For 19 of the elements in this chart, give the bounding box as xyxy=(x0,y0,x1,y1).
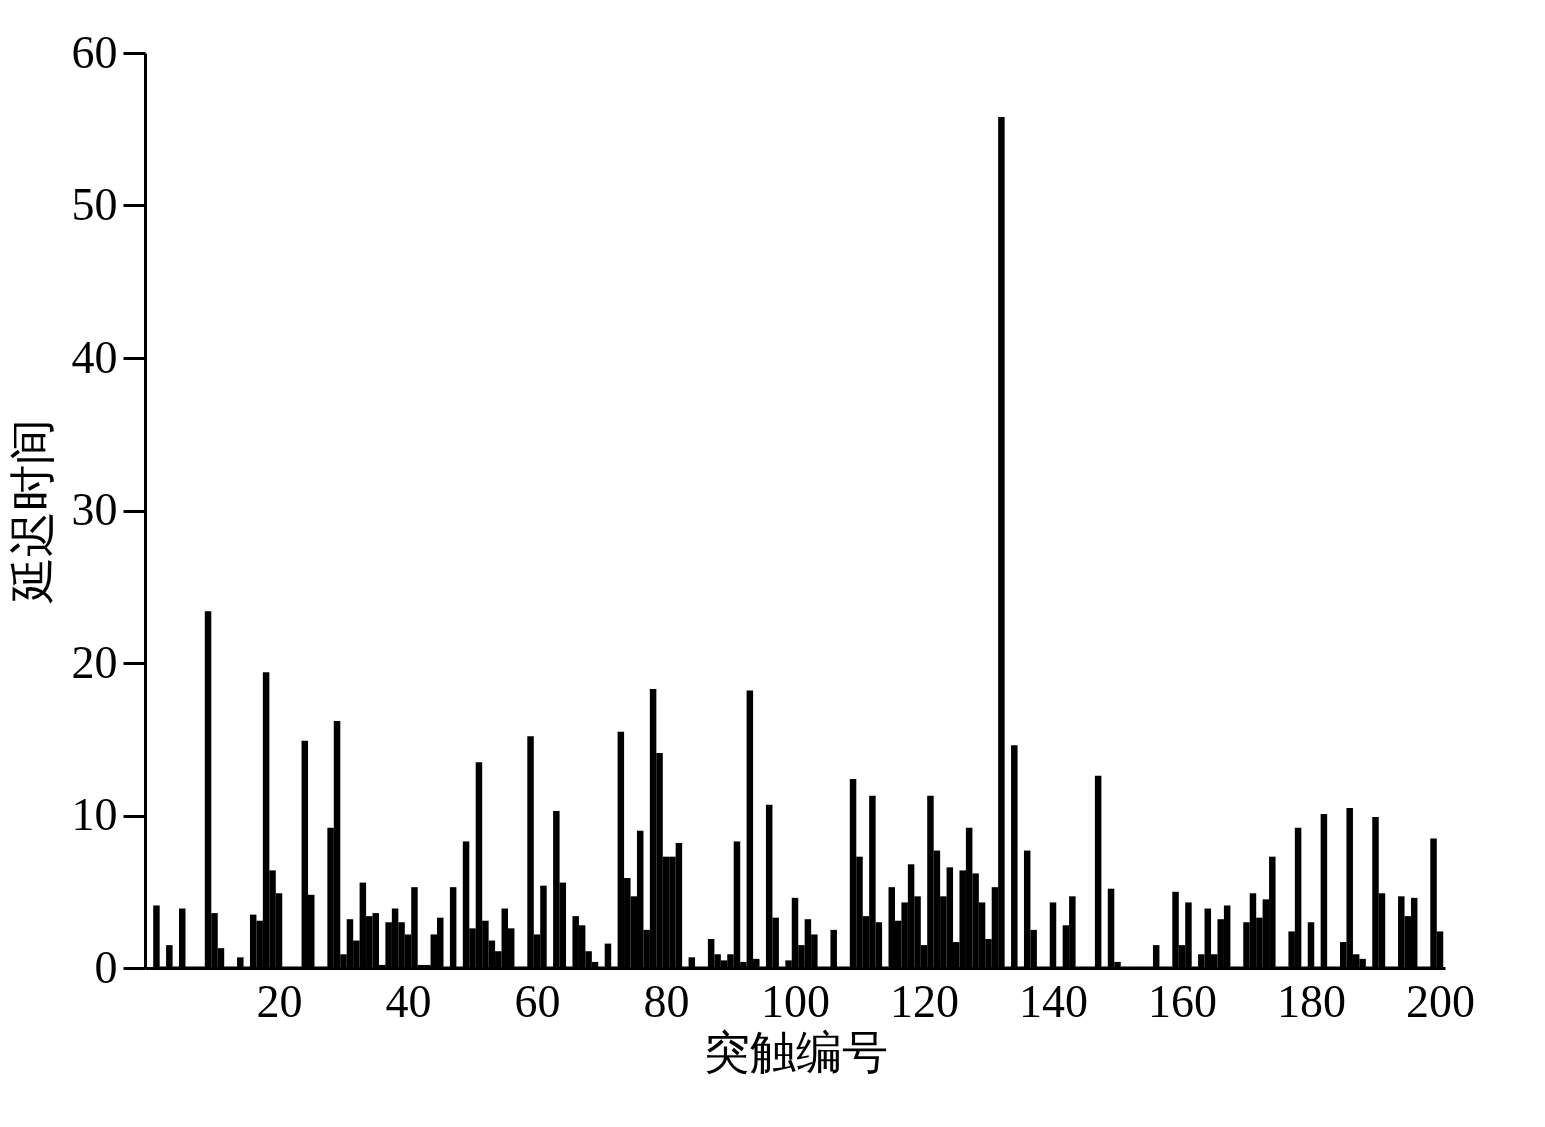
x-tick-label: 60 xyxy=(514,975,561,1027)
y-tick-label: 0 xyxy=(94,941,118,993)
x-tick-label: 180 xyxy=(1277,975,1346,1027)
y-tick-label: 20 xyxy=(71,636,118,688)
y-tick-label: 30 xyxy=(71,484,118,535)
y-tick-label: 10 xyxy=(71,789,118,840)
x-tick-label: 100 xyxy=(761,975,830,1027)
x-tick-label: 120 xyxy=(890,975,959,1027)
x-tick-label: 40 xyxy=(385,975,432,1027)
y-tick-label: 50 xyxy=(71,179,118,230)
y-axis-title: 延迟时间 xyxy=(6,419,58,604)
x-tick-label: 20 xyxy=(256,975,303,1027)
y-tick-label: 60 xyxy=(71,26,118,78)
x-tick-label: 80 xyxy=(643,975,690,1027)
x-tick-label: 160 xyxy=(1148,975,1217,1027)
y-tick-label: 40 xyxy=(71,331,118,383)
x-tick-label: 140 xyxy=(1019,975,1088,1027)
x-axis-title: 突触编号 xyxy=(703,1026,888,1078)
x-tick-label: 200 xyxy=(1406,975,1475,1027)
